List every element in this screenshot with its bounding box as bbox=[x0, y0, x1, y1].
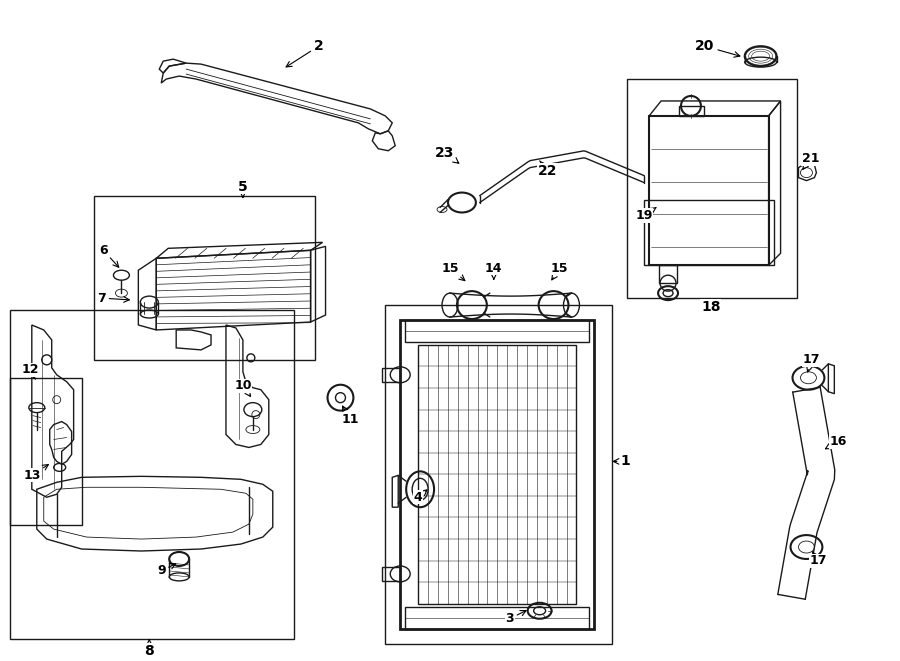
Text: 4: 4 bbox=[414, 490, 427, 504]
Text: 17: 17 bbox=[803, 354, 820, 372]
Text: 1: 1 bbox=[613, 454, 630, 469]
Text: 6: 6 bbox=[99, 244, 119, 267]
Text: 14: 14 bbox=[485, 262, 502, 279]
Bar bbox=[627, 79, 796, 298]
Bar bbox=[385, 305, 612, 644]
Bar bbox=[10, 377, 82, 525]
Text: 7: 7 bbox=[97, 292, 130, 305]
Text: 10: 10 bbox=[234, 379, 252, 397]
Text: 23: 23 bbox=[436, 145, 459, 163]
Text: 15: 15 bbox=[551, 262, 568, 280]
Text: 5: 5 bbox=[238, 180, 248, 198]
Text: 19: 19 bbox=[635, 208, 656, 222]
Text: 21: 21 bbox=[802, 152, 819, 169]
Bar bbox=[94, 196, 315, 360]
Bar bbox=[418, 345, 577, 603]
Text: 18: 18 bbox=[701, 300, 721, 314]
Text: 13: 13 bbox=[23, 465, 49, 482]
Text: 9: 9 bbox=[157, 564, 176, 578]
Text: 15: 15 bbox=[441, 262, 464, 281]
Text: 16: 16 bbox=[825, 435, 847, 449]
Text: 2: 2 bbox=[286, 39, 323, 67]
Bar bbox=[10, 310, 293, 639]
Text: 12: 12 bbox=[21, 364, 39, 379]
Bar bbox=[405, 607, 590, 629]
Text: 11: 11 bbox=[342, 406, 359, 426]
Text: 3: 3 bbox=[506, 611, 526, 625]
Text: 22: 22 bbox=[538, 161, 557, 178]
Bar bbox=[405, 320, 590, 342]
Text: 20: 20 bbox=[695, 39, 740, 58]
Text: 17: 17 bbox=[810, 551, 827, 567]
Text: 8: 8 bbox=[144, 640, 154, 658]
